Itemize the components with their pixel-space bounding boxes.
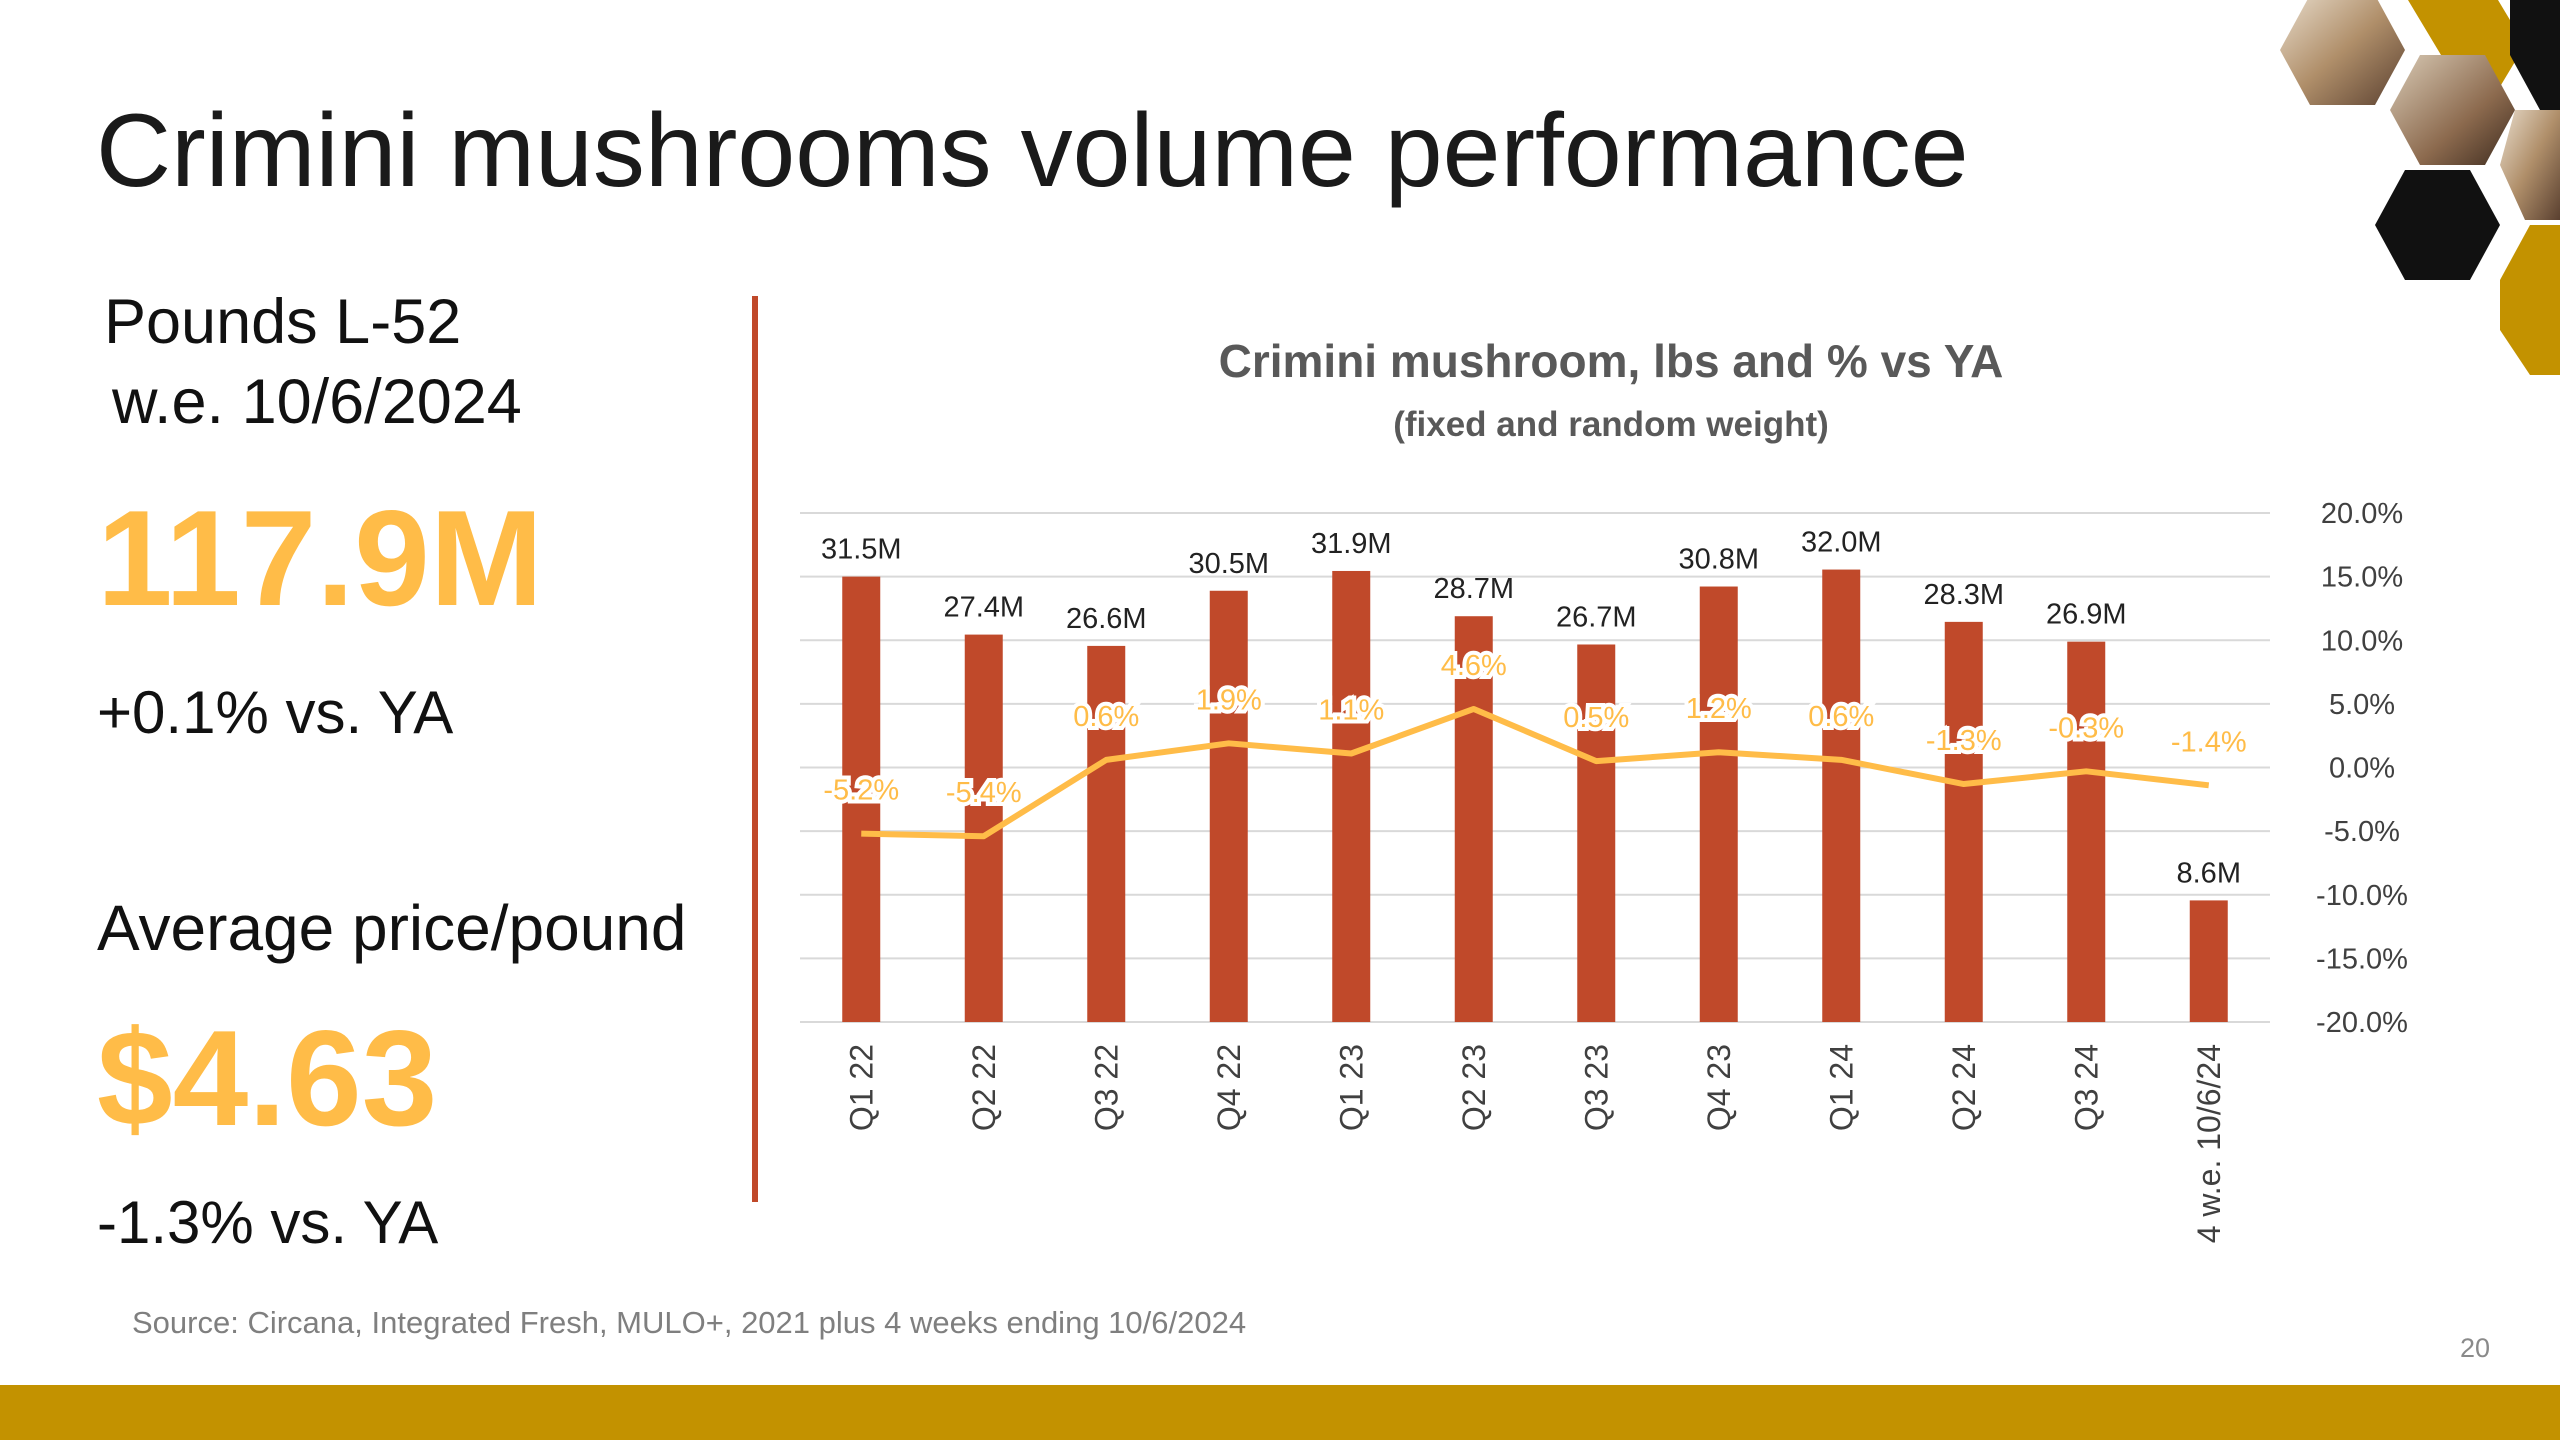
pct-change-line [861, 705, 2210, 840]
page-number: 20 [2460, 1333, 2491, 1363]
bar-value-label: 26.6M [1066, 603, 1147, 635]
bar [2189, 900, 2228, 1022]
price-label: Average price/pound [97, 892, 687, 964]
source-note: Source: Circana, Integrated Fresh, MULO+… [132, 1305, 1247, 1340]
bar-value-label: 28.7M [1433, 573, 1514, 605]
pct-value-label: -5.2% [823, 775, 899, 807]
y-tick-label: 20.0% [2321, 498, 2403, 530]
y-tick-label: 5.0% [2329, 689, 2395, 721]
bar [1822, 569, 1861, 1022]
x-tick-label: Q1 23 [1333, 1044, 1369, 1131]
x-tick-label: Q4 22 [1211, 1044, 1247, 1131]
x-tick-label: Q3 24 [2068, 1044, 2104, 1131]
pct-value-label: 1.1% [1318, 695, 1384, 727]
y-tick-label: 15.0% [2321, 562, 2403, 594]
pounds-label-line1: Pounds L-52 [104, 287, 462, 357]
y-tick-label: -10.0% [2316, 880, 2408, 912]
volume-chart: Crimini mushroom, lbs and % vs YA (fixed… [800, 335, 2408, 1243]
pounds-change: +0.1% vs. YA [97, 679, 454, 746]
bar-value-label: 31.9M [1311, 528, 1392, 560]
x-tick-label: Q3 23 [1578, 1044, 1614, 1131]
pounds-value: 117.9M [97, 482, 544, 634]
hexagon-photo-collage-icon [2280, 0, 2560, 375]
bar-value-label: 30.5M [1188, 548, 1269, 580]
pct-value-label: 0.6% [1073, 701, 1139, 733]
bar-value-label: 26.7M [1556, 601, 1637, 633]
x-tick-label: Q1 24 [1823, 1044, 1859, 1131]
bar-value-label: 28.3M [1923, 579, 2004, 611]
bar-value-label: 27.4M [943, 592, 1024, 624]
bar [842, 576, 881, 1022]
bar [1454, 616, 1493, 1022]
bar-value-label: 31.5M [821, 534, 902, 566]
vertical-divider [752, 296, 758, 1202]
x-tick-label: Q1 22 [843, 1044, 879, 1131]
bar [1332, 570, 1371, 1022]
x-tick-label: Q3 22 [1088, 1044, 1124, 1131]
bar [2067, 641, 2106, 1022]
bar-value-label: 8.6M [2177, 857, 2241, 889]
bar [1577, 644, 1616, 1022]
pct-value-label: 1.9% [1196, 684, 1262, 716]
y-tick-label: -5.0% [2324, 816, 2400, 848]
bar [1209, 590, 1248, 1022]
pct-value-label: -1.3% [1926, 725, 2002, 757]
x-tick-label: Q2 23 [1456, 1044, 1492, 1131]
x-tick-label: Q2 24 [1946, 1044, 1982, 1131]
chart-subtitle: (fixed and random weight) [1393, 405, 1829, 444]
x-tick-label: Q4 23 [1701, 1044, 1737, 1131]
x-tick-label: 4 w.e. 10/6/24 [2191, 1044, 2227, 1243]
pct-value-label: 1.2% [1686, 693, 1752, 725]
y-tick-label: 10.0% [2321, 625, 2403, 657]
footer-bar [0, 1385, 2560, 1440]
pct-value-label: 4.6% [1441, 650, 1507, 682]
bar-value-label: 26.9M [2046, 599, 2127, 631]
y-tick-label: 0.0% [2329, 753, 2395, 785]
pct-value-label: -0.3% [2048, 712, 2124, 744]
bar [1944, 621, 1983, 1022]
pct-value-label: -1.4% [2171, 726, 2247, 758]
pct-value-label: 0.6% [1808, 701, 1874, 733]
pounds-label-line2: w.e. 10/6/2024 [112, 367, 522, 437]
bar-value-label: 32.0M [1801, 527, 1882, 559]
x-tick-label: Q2 22 [966, 1044, 1002, 1131]
bar [1087, 645, 1126, 1022]
bar [1699, 586, 1738, 1022]
price-value: $4.63 [97, 1002, 438, 1154]
bar-value-label: 30.8M [1678, 544, 1759, 576]
slide-title: Crimini mushrooms volume performance [96, 93, 1969, 209]
pct-value-label: -5.4% [946, 777, 1022, 809]
y-tick-label: -20.0% [2316, 1007, 2408, 1039]
chart-title: Crimini mushroom, lbs and % vs YA [1219, 335, 2004, 387]
price-change: -1.3% vs. YA [97, 1189, 439, 1256]
pct-value-label: 0.5% [1563, 702, 1629, 734]
y-tick-label: -15.0% [2316, 943, 2408, 975]
